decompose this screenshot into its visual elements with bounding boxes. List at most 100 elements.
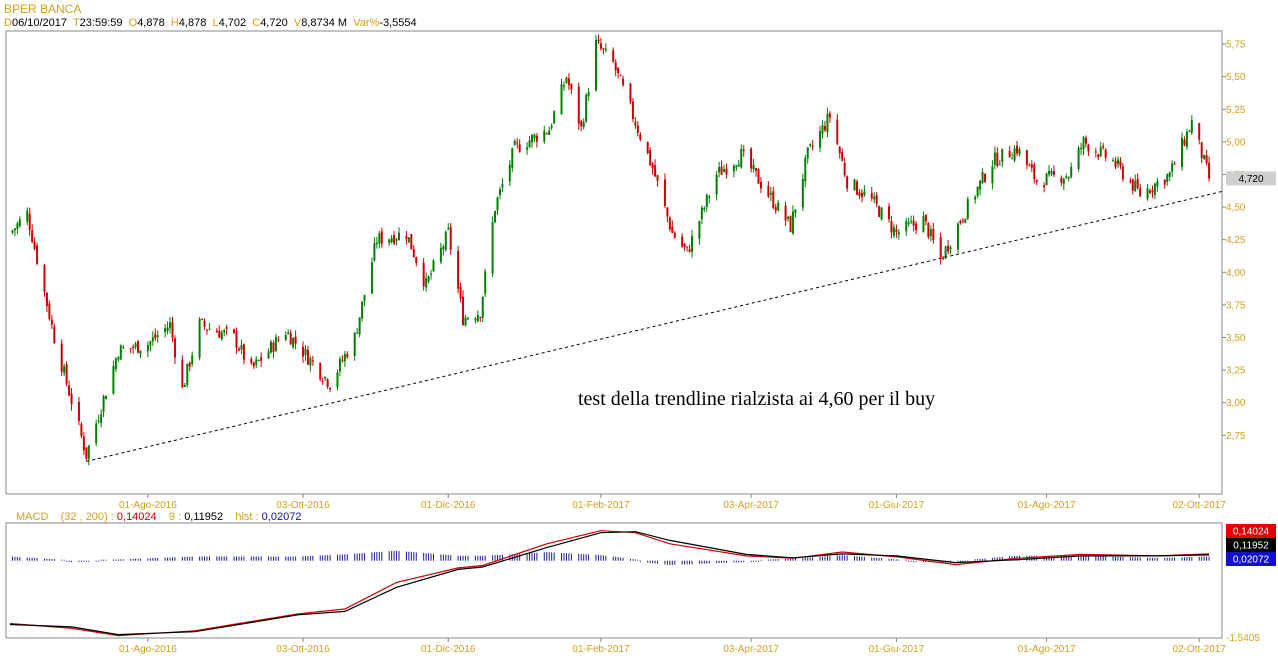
candle-body [622, 78, 625, 86]
candle-body [1082, 137, 1085, 149]
candle-body [631, 101, 634, 120]
candle-body [691, 235, 694, 252]
candle-body [915, 223, 918, 231]
candle-body [836, 119, 839, 144]
candle-body [225, 327, 228, 329]
candle-body [787, 216, 790, 219]
candle-body [462, 296, 465, 326]
candle-body [306, 349, 309, 365]
candle-body [60, 343, 63, 372]
y-tick-label: 5,75 [1226, 40, 1246, 51]
candle-body [1129, 180, 1132, 182]
candle-body [11, 230, 14, 233]
candle-body [683, 243, 686, 248]
candle-body [464, 317, 467, 326]
y-tick-label: 2,75 [1226, 431, 1246, 442]
quote-key: H [170, 17, 179, 29]
candle-body [43, 264, 46, 292]
candle-body [892, 227, 895, 236]
y-tick-label: 3,00 [1226, 398, 1246, 409]
macd-name: MACD [16, 511, 49, 523]
quote-info-bar: D06/10/2017 T23:59:59 O4,878 H4,878 L4,7… [4, 17, 423, 29]
candle-body [1099, 146, 1102, 156]
candle-body [1077, 147, 1080, 169]
macd-line [9, 530, 1210, 637]
candle-body [427, 276, 430, 282]
candle-body [1131, 179, 1134, 191]
candle-body [996, 152, 999, 167]
candle-body [984, 174, 987, 182]
candle-body [924, 214, 927, 222]
candle-body [1080, 148, 1083, 150]
candle-body [582, 122, 585, 128]
candle-body [1188, 131, 1191, 133]
candle-body [87, 445, 90, 459]
candle-body [422, 262, 425, 287]
candle-body [553, 111, 556, 124]
x-tick-label: 02-Ott-2017 [1173, 500, 1227, 511]
candle-body [585, 94, 588, 122]
candle-body [373, 243, 376, 261]
candle-body [235, 331, 238, 348]
y-tick-label: 4,25 [1226, 235, 1246, 246]
candle-body [870, 193, 873, 199]
candle-body [599, 43, 602, 49]
candle-body [732, 165, 735, 172]
candle-body [466, 318, 469, 320]
candle-body [491, 222, 494, 274]
signal-value: 0,11952 [184, 511, 224, 523]
candle-body [255, 359, 258, 365]
candle-body [841, 151, 844, 161]
candle-body [863, 191, 866, 196]
candle-body [895, 229, 898, 232]
quote-key: Var% [353, 17, 380, 29]
candle-body [476, 314, 479, 322]
candle-body [806, 147, 809, 159]
candle-body [336, 372, 339, 388]
candle-body [95, 423, 98, 444]
candle-body [198, 319, 201, 358]
candle-body [68, 385, 71, 396]
candle-body [966, 199, 969, 219]
candle-body [1028, 165, 1031, 167]
candle-body [1112, 160, 1115, 162]
candle-body [45, 292, 48, 307]
candle-body [1001, 148, 1004, 162]
candle-body [528, 140, 531, 148]
candle-body [1060, 177, 1063, 183]
annotation-text: test della trendline rialzista ai 4,60 p… [578, 388, 935, 410]
candle-body [1180, 137, 1183, 168]
candle-body [516, 142, 519, 144]
quote-value: 06/10/2017 [11, 17, 68, 29]
candle-body [545, 133, 548, 135]
candle-body [356, 332, 359, 334]
hist-label: hist : [235, 511, 259, 523]
candle-body [1102, 145, 1105, 148]
candle-body [134, 343, 137, 348]
candle-body [171, 322, 174, 338]
candle-body [65, 364, 68, 384]
macd-y-tick-label: -1,5405 [1226, 633, 1260, 644]
candle-body [619, 75, 622, 77]
candle-body [250, 358, 253, 363]
quote-value: 4,878 [137, 17, 165, 29]
candle-body [742, 149, 745, 151]
candle-body [240, 344, 243, 350]
candle-body [688, 249, 691, 252]
candle-body [828, 113, 831, 118]
candle-body [1013, 148, 1016, 161]
candle-body [1084, 137, 1087, 144]
candle-body [617, 67, 620, 73]
candle-body [156, 335, 159, 337]
candle-body [944, 246, 947, 258]
candle-body [151, 337, 154, 342]
candle-body [284, 334, 287, 340]
candle-body [1119, 160, 1122, 167]
candle-body [114, 358, 117, 369]
candle-body [82, 436, 85, 451]
candle-body [794, 209, 797, 214]
signal-label: 9 : [168, 511, 182, 523]
candle-body [651, 163, 654, 169]
candle-body [181, 359, 184, 388]
candle-body [218, 330, 221, 338]
